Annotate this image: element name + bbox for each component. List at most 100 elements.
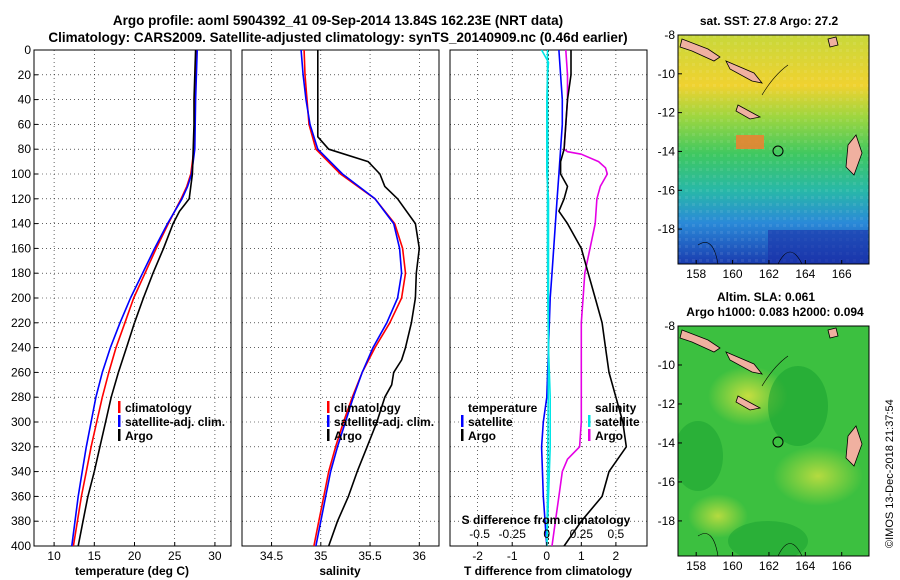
x-tick-label: 2 [613, 549, 620, 563]
x-tick-label: 35.5 [358, 549, 382, 563]
map-x-tick-label: 158 [686, 559, 706, 573]
chart-title-line1: Argo profile: aoml 5904392_41 09-Sep-201… [113, 13, 563, 28]
x-tick-label: 20 [128, 549, 142, 563]
sla-high-3 [688, 494, 748, 538]
map-y-tick-label: -18 [658, 222, 676, 236]
map-x-tick-label: 162 [759, 267, 779, 281]
sla-map-image [678, 326, 869, 556]
map-x-tick-label: 164 [795, 559, 815, 573]
sla-low-2 [678, 421, 723, 491]
temperature-plot-frame [33, 49, 232, 547]
legend-swatch-temp-satellite [461, 415, 464, 427]
x-tick-label: 25 [168, 549, 182, 563]
y-tick-label: 20 [18, 68, 32, 82]
s-diff-tick-label: 0.5 [608, 527, 625, 541]
salinity-legend: climatology satellite-adj. clim. Argo [327, 401, 434, 443]
island-vanuatu-1 [845, 134, 863, 176]
island-vanuatu-1 [845, 425, 863, 467]
map-x-tick-label: 166 [832, 267, 852, 281]
depth-axis-ticks: 0 20 40 60 80 100 120 140 160 180 200 220 240 260 280 3… [11, 43, 38, 553]
s-diff-tick-label: 0.25 [570, 527, 594, 541]
legend-label-satellite: satellite-adj. clim. [125, 415, 225, 429]
s-diff-tick-label: 0 [543, 527, 550, 541]
legend-swatch-sal-argo [588, 429, 591, 441]
x-tick-label: -1 [507, 549, 518, 563]
temperature-panel: 10 15 20 25 30 0 20 40 60 80 100 120 140 160 180 200 22… [11, 43, 232, 578]
sla-low-1 [768, 366, 828, 446]
map-y-tick-label: -8 [664, 28, 675, 42]
y-tick-label: 180 [11, 266, 31, 280]
temperature-lines [71, 49, 198, 547]
y-tick-label: 220 [11, 316, 31, 330]
temperature-x-label: temperature (deg C) [75, 564, 189, 578]
difference-lines [540, 49, 628, 547]
sla-high-1 [708, 366, 788, 426]
series-line-satellite-adj-clim- [71, 49, 198, 547]
map-y-tick-label: -18 [658, 514, 676, 528]
legend-swatch-satellite [327, 415, 330, 427]
series-line-salinity-satellite [546, 50, 550, 547]
map-x-tick-label: 164 [795, 267, 815, 281]
island-solomon-2 [725, 60, 763, 84]
x-tick-label: 0 [543, 549, 550, 563]
map-y-tick-label: -10 [658, 358, 676, 372]
legend-swatch-argo [118, 429, 121, 441]
y-tick-label: 400 [11, 539, 31, 553]
series-line-temperature-satellite [540, 49, 564, 547]
chart-title-line2: Climatology: CARS2009. Satellite-adjuste… [48, 30, 627, 45]
x-tick-label: 1 [578, 549, 585, 563]
island-santa-cruz [827, 36, 839, 48]
x-tick-label: 10 [47, 549, 61, 563]
sla-map-subtitle: Argo h1000: 0.083 h2000: 0.094 [686, 305, 864, 319]
y-tick-label: 240 [11, 341, 31, 355]
y-tick-label: 320 [11, 440, 31, 454]
island-solomon-3 [735, 395, 762, 411]
y-tick-label: 260 [11, 365, 31, 379]
sla-map-frame [677, 325, 870, 557]
x-tick-label: 36 [413, 549, 427, 563]
y-tick-label: 340 [11, 465, 31, 479]
difference-x-ticks: -2 -1 0 1 2 [472, 542, 620, 563]
y-tick-label: 360 [11, 489, 31, 503]
depth-contour-sla [697, 355, 803, 556]
temperature-x-ticks: 10 15 20 25 30 [47, 542, 222, 563]
t-difference-label: T difference from climatology [464, 564, 632, 578]
legend-swatch-sal-satellite [588, 415, 591, 427]
map-x-tick-label: 158 [686, 267, 706, 281]
legend-label-climatology: climatology [125, 401, 192, 415]
x-tick-label: 15 [88, 549, 102, 563]
legend-swatch-argo [327, 429, 330, 441]
s-diff-tick-label: -0.25 [499, 527, 527, 541]
x-tick-label: 30 [208, 549, 222, 563]
s-diff-tick-label: -0.5 [469, 527, 490, 541]
sla-map-title: Altim. SLA: 0.061 [717, 290, 815, 304]
map-y-tick-label: -12 [658, 397, 676, 411]
map-y-tick-label: -10 [658, 67, 676, 81]
y-tick-label: 200 [11, 291, 31, 305]
legend-swatch-temp-argo [461, 429, 464, 441]
series-line-satellite-adj-clim- [300, 49, 403, 547]
imos-watermark: ©IMOS 13-Dec-2018 21:37:54 [884, 399, 896, 548]
salinity-lines [300, 49, 421, 547]
difference-legend-salinity: salinity satellite Argo [588, 401, 640, 443]
sla-map-ticks: 158 160 162 164 166 -8 -10 -12 -14 -16 -18 [658, 319, 852, 573]
salinity-difference-ticks: -0.5 -0.25 0 0.25 0.5 [469, 527, 624, 541]
salinity-panel: 34.5 35 35.5 36 salinity climatology satell… [241, 49, 440, 578]
legend-swatch-satellite [118, 415, 121, 427]
island-santa-cruz [827, 327, 839, 339]
y-tick-label: 80 [18, 142, 32, 156]
x-tick-label: 35 [314, 549, 328, 563]
legend-heading-temperature: temperature [468, 401, 538, 415]
map-y-tick-label: -14 [658, 436, 676, 450]
sst-map-panel: sat. SST: 27.8 Argo: 27.2 158 160 162 164 16… [658, 14, 870, 281]
y-tick-label: 300 [11, 415, 31, 429]
depth-contour-sst [697, 64, 803, 264]
salinity-gridlines [242, 50, 439, 546]
sla-low-3 [728, 521, 808, 556]
difference-gridlines [450, 50, 647, 546]
series-line-salinity-argo [551, 49, 609, 547]
argo-float-marker-sla [772, 436, 784, 448]
y-tick-label: 60 [18, 117, 32, 131]
map-y-tick-label: -12 [658, 106, 676, 120]
